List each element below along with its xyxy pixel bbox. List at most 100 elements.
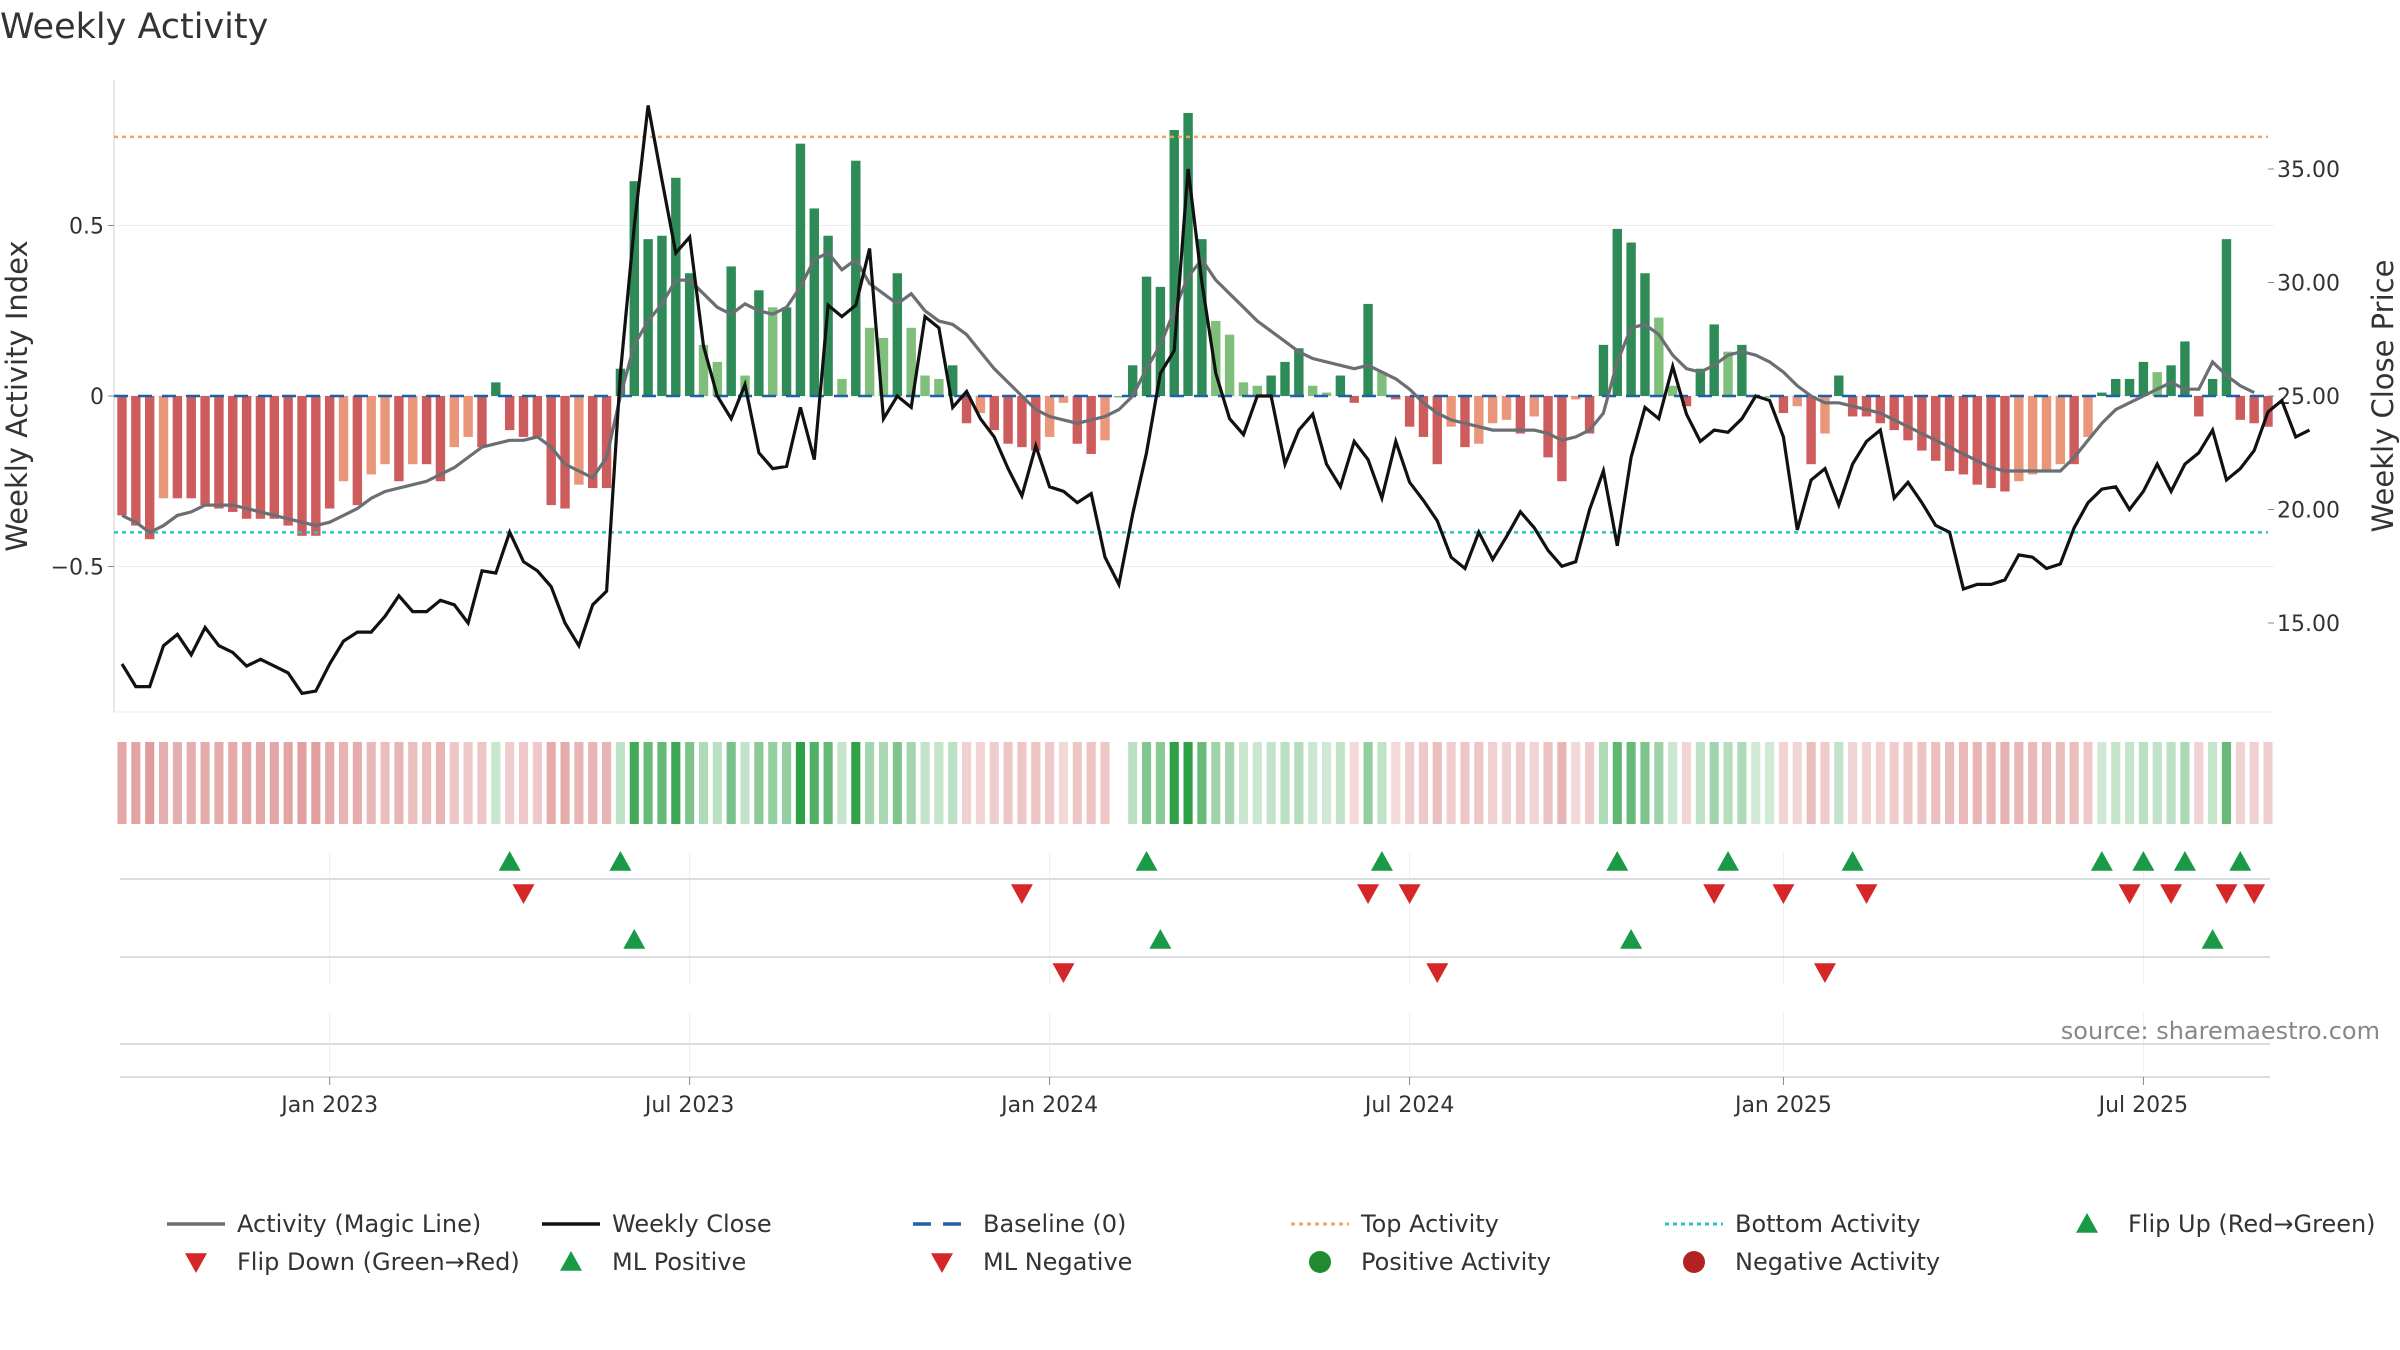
activity-strip-cell [1294,742,1304,824]
activity-strip-cell [1155,742,1165,824]
activity-bar [837,378,847,396]
activity-bar [2027,396,2038,475]
activity-strip-cell [2263,742,2273,824]
activity-strip-cell [1875,742,1885,824]
activity-bar [186,396,196,499]
activity-strip-cell [1003,742,1013,824]
activity-bar [297,396,307,536]
activity-bar [1737,344,1747,396]
activity-strip-cell [505,742,515,824]
activity-bar [1391,396,1401,400]
activity-strip-cell [1820,742,1830,824]
activity-bar [2000,396,2010,492]
activity-strip-cell [1543,742,1553,824]
activity-strip-cell [754,742,764,824]
activity-strip-cell [615,742,625,824]
activity-bar [2235,396,2246,420]
ml-positive-marker [1149,929,1172,949]
activity-strip-cell [934,742,944,824]
activity-strip-cell [532,742,542,824]
activity-bar [934,378,944,396]
activity-bar [1100,396,1110,441]
activity-bar [255,396,266,519]
right-tick-label: 20.00 [2277,499,2340,524]
activity-bar [408,396,418,465]
legend: Activity (Magic Line) Weekly Close Baselin… [167,1210,2376,1276]
flip-up-marker [2173,851,2196,871]
activity-bar [1003,396,1013,444]
activity-bar [2110,378,2121,396]
activity-strip-cell [1432,742,1442,824]
activity-bar [1584,396,1595,434]
x-tick-label: Jul 2024 [1363,1093,1455,1118]
activity-strip-cell [1529,742,1539,824]
flip-up-marker [1841,851,1864,871]
activity-strip-cell [283,742,293,824]
activity-strip-cell [1751,742,1761,824]
activity-bar [851,160,861,396]
legend-label: Activity (Magic Line) [237,1210,481,1238]
activity-bar [878,338,889,396]
activity-bar [1197,239,1207,396]
activity-bar [809,208,819,396]
activity-bar [1404,396,1415,427]
flip-down-marker [1703,884,1726,904]
activity-bar [532,396,543,437]
activity-bar [1280,361,1290,396]
activity-bar [269,396,280,519]
activity-strip-cell [892,742,902,824]
activity-strip-cell [1488,742,1498,824]
activity-strip-cell [1405,742,1415,824]
activity-bar [1515,396,1526,434]
legend-label: Flip Down (Green→Red) [237,1248,520,1276]
legend-label: Positive Activity [1361,1248,1551,1276]
activity-strip-cell [1668,742,1678,824]
activity-strip-cell [1197,742,1207,824]
legend-swatch [560,1251,582,1271]
activity-bar [214,396,224,509]
activity-strip-cell [1972,742,1982,824]
activity-strip-cell [145,742,155,824]
activity-strip-cell [948,742,958,824]
activity-strip [117,742,2273,824]
legend-label: Negative Activity [1735,1248,1940,1276]
activity-strip-cell [1474,742,1484,824]
activity-bar [311,396,321,536]
activity-bar [1875,396,1886,424]
activity-bar [1432,396,1442,465]
activity-bar [2180,341,2190,396]
activity-strip-cell [214,742,224,824]
activity-strip-cell [671,742,681,824]
activity-strip-cell [809,742,819,824]
activity-bar [1543,396,1553,458]
activity-bar [712,361,723,396]
activity-bar [1889,396,1899,431]
activity-bar [1861,396,1872,417]
activity-bar [1086,396,1096,454]
activity-strip-cell [2249,742,2259,824]
activity-strip-cell [435,742,446,824]
activity-strip-cell [1765,742,1775,824]
activity-strip-cell [1141,742,1152,824]
activity-strip-cell [2069,742,2079,824]
activity-bar [574,396,584,485]
activity-bar [684,273,695,396]
activity-bar [2014,396,2024,482]
activity-bar [864,327,875,396]
activity-strip-cell [837,742,847,824]
activity-strip-cell [1834,742,1844,824]
x-tick-label: Jul 2023 [643,1093,735,1118]
left-y-axis-label: Weekly Activity Index [0,240,34,551]
activity-strip-cell [1917,742,1927,824]
activity-bar [338,396,349,482]
activity-bar [1335,375,1346,396]
activity-strip-cell [657,742,667,824]
activity-bar [1377,372,1387,396]
activity-strip-cell [1128,742,1138,824]
activity-strip-cell [1861,742,1872,824]
activity-bar [629,181,639,396]
activity-bar [117,396,127,516]
activity-strip-cell [768,742,778,824]
signal-markers [498,851,2266,983]
activity-strip-cell [394,742,404,824]
